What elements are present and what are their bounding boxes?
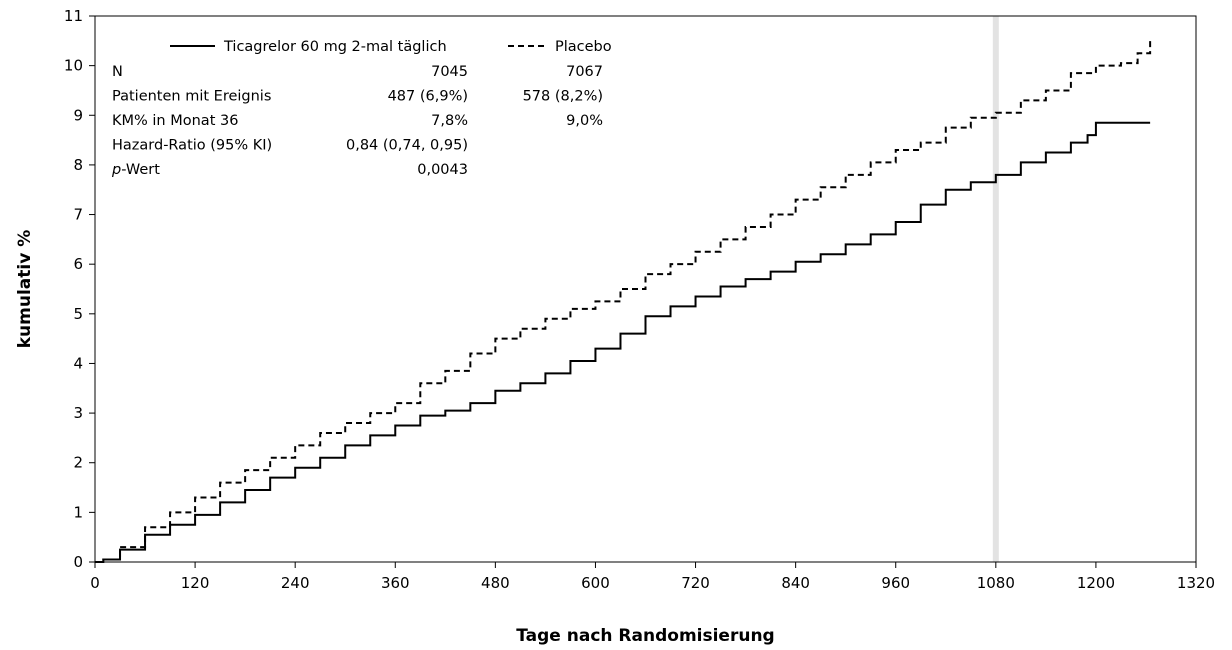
legend-label-placebo: Placebo <box>555 39 612 55</box>
stats-row-value-ticagrelor: 0,0043 <box>417 162 468 178</box>
y-tick-label: 9 <box>73 106 83 124</box>
stats-row-label: p-Wert <box>111 162 160 178</box>
y-axis-title: kumulativ % <box>15 230 35 349</box>
y-tick-label: 5 <box>73 305 83 323</box>
x-tick-label: 120 <box>181 574 210 592</box>
y-tick-label: 10 <box>64 57 83 75</box>
stats-row-value-ticagrelor: 487 (6,9%) <box>388 89 468 105</box>
legend-label-ticagrelor: Ticagrelor 60 mg 2-mal täglich <box>223 39 447 55</box>
y-tick-label: 3 <box>73 404 83 422</box>
plot-frame <box>94 15 1197 563</box>
x-tick-label: 240 <box>281 574 310 592</box>
stats-row-value-placebo: 9,0% <box>566 113 603 129</box>
y-tick-label: 11 <box>64 7 83 25</box>
highlight-band <box>992 16 999 562</box>
y-tick-label: 1 <box>73 503 83 521</box>
x-tick-label: 720 <box>681 574 710 592</box>
stats-row-value-placebo: 578 (8,2%) <box>523 89 603 105</box>
x-tick-label: 480 <box>481 574 510 592</box>
x-tick-label: 360 <box>381 574 410 592</box>
stats-row-label: Patienten mit Ereignis <box>112 89 271 105</box>
x-tick-label: 1080 <box>977 574 1015 592</box>
y-tick-label: 8 <box>73 156 83 174</box>
stats-row-label: KM% in Monat 36 <box>112 113 238 129</box>
x-tick-label: 840 <box>781 574 810 592</box>
stats-row-value-ticagrelor: 7,8% <box>431 113 468 129</box>
x-axis-title: Tage nach Randomisierung <box>516 626 774 646</box>
x-tick-label: 960 <box>881 574 910 592</box>
stats-row-value-ticagrelor: 7045 <box>431 64 468 80</box>
y-tick-label: 6 <box>73 255 83 273</box>
stats-row-label: Hazard-Ratio (95% KI) <box>112 138 272 154</box>
y-tick-label: 2 <box>73 454 83 472</box>
x-tick-label: 600 <box>581 574 610 592</box>
x-tick-label: 1320 <box>1177 574 1215 592</box>
series-line-placebo <box>95 38 1152 563</box>
y-tick-label: 0 <box>73 553 83 571</box>
y-tick-label: 7 <box>73 206 83 224</box>
x-tick-label: 1200 <box>1077 574 1115 592</box>
x-tick-label: 0 <box>90 574 100 592</box>
series-line-ticagrelor <box>95 121 1151 563</box>
stats-row-label: N <box>112 64 123 80</box>
stats-row-value-ticagrelor: 0,84 (0,74, 0,95) <box>346 138 468 154</box>
y-tick-label: 4 <box>73 354 83 372</box>
stats-row-value-placebo: 7067 <box>566 64 603 80</box>
